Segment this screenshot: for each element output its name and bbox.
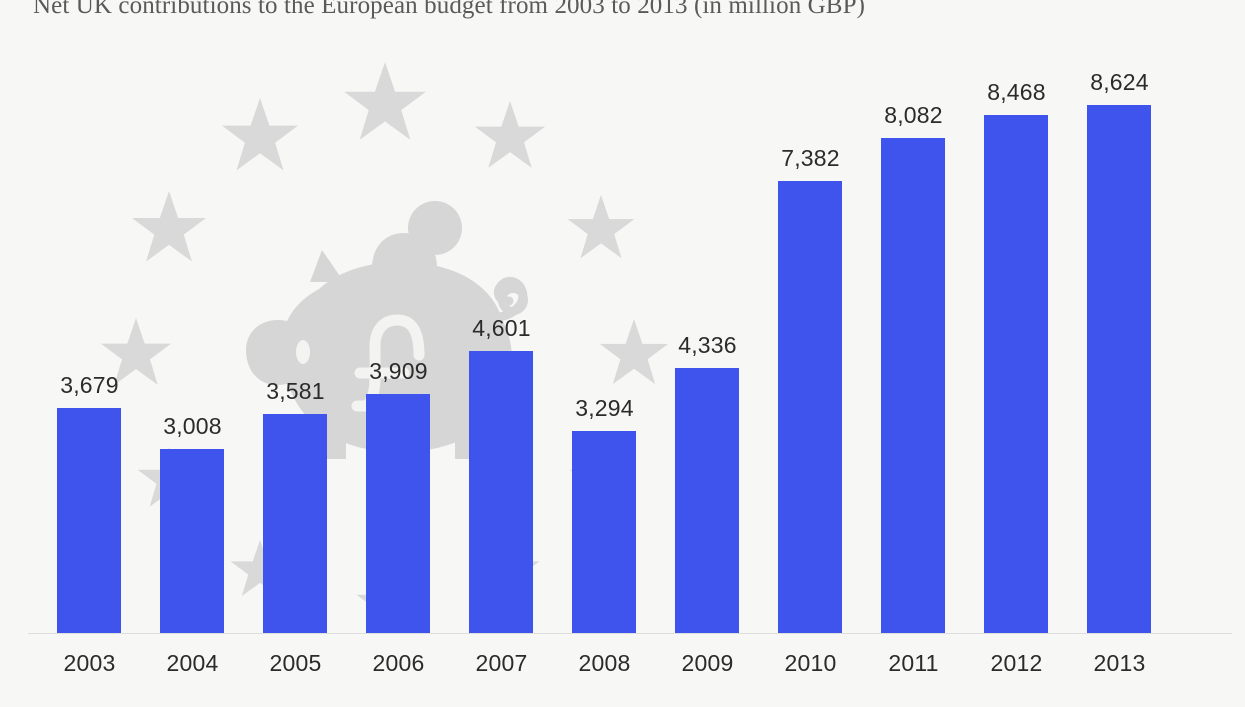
bar-group: 3,294 2008 — [553, 0, 656, 702]
bar-group: 3,008 2004 — [141, 0, 244, 702]
bar-value-label: 3,008 — [163, 413, 222, 439]
bar-value-label: 3,679 — [60, 372, 119, 398]
bar-value-label: 3,294 — [575, 395, 634, 421]
bar-value-label: 3,909 — [369, 358, 428, 384]
bar-group: 4,336 2009 — [656, 0, 759, 702]
bar-group: 4,601 2007 — [450, 0, 553, 702]
bar-value-label: 8,082 — [884, 102, 943, 128]
bar-group: 8,468 2012 — [965, 0, 1068, 702]
bar-value-label: 8,624 — [1090, 69, 1149, 95]
bar-group: 3,679 2003 — [38, 0, 141, 702]
bar[interactable] — [675, 368, 739, 633]
bar-value-label: 4,336 — [678, 332, 737, 358]
bar-value-label: 7,382 — [781, 145, 840, 171]
x-tick-label: 2009 — [681, 650, 734, 676]
bar[interactable] — [366, 394, 430, 633]
bar[interactable] — [778, 181, 842, 633]
bar[interactable] — [160, 449, 224, 633]
bar-value-label: 8,468 — [987, 79, 1046, 105]
bar-group: 7,382 2010 — [759, 0, 862, 702]
x-tick-label: 2012 — [990, 650, 1043, 676]
bar[interactable] — [469, 351, 533, 633]
chart-title: Net UK contributions to the European bud… — [33, 0, 866, 19]
x-tick-label: 2011 — [888, 650, 939, 676]
bar-group: 3,581 2005 — [244, 0, 347, 702]
bar[interactable] — [881, 138, 945, 633]
x-tick-label: 2006 — [372, 650, 425, 676]
bar[interactable] — [572, 431, 636, 633]
bar[interactable] — [57, 408, 121, 633]
bar[interactable] — [1087, 105, 1151, 633]
x-tick-label: 2005 — [269, 650, 322, 676]
bar[interactable] — [263, 414, 327, 633]
x-tick-label: 2010 — [784, 650, 837, 676]
bar-group: 8,082 2011 — [862, 0, 965, 702]
bar-group: 8,624 2013 — [1068, 0, 1171, 702]
bar-value-label: 4,601 — [472, 315, 531, 341]
x-tick-label: 2013 — [1093, 650, 1146, 676]
x-tick-label: 2004 — [166, 650, 219, 676]
bar[interactable] — [984, 115, 1048, 633]
x-tick-label: 2003 — [63, 650, 116, 676]
bar-group: 3,909 2006 — [347, 0, 450, 702]
x-axis-line — [28, 633, 1232, 634]
bar-value-label: 3,581 — [266, 378, 325, 404]
x-tick-label: 2007 — [475, 650, 528, 676]
x-tick-label: 2008 — [578, 650, 631, 676]
